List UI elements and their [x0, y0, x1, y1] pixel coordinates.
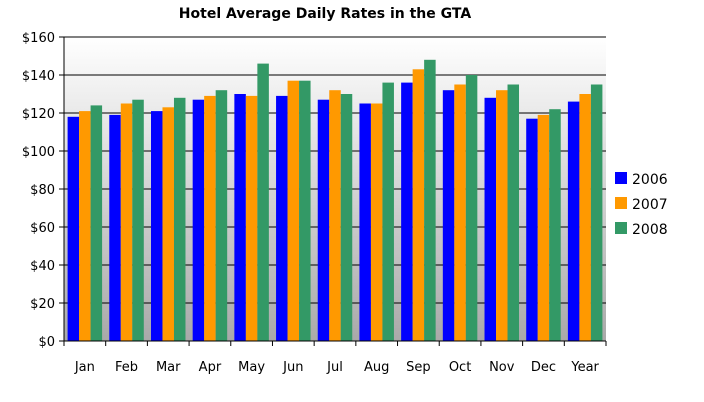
bar-2006-may	[234, 94, 246, 341]
x-tick-label: Jun	[282, 360, 303, 375]
bar-2008-oct	[465, 75, 478, 341]
y-tick-label: $60	[30, 221, 55, 236]
bar-2007-sep	[412, 69, 425, 342]
bar-2006-jun	[276, 95, 288, 342]
bar-2006-feb	[109, 114, 121, 342]
bar-2007-feb	[120, 103, 133, 341]
bar-2008-year	[590, 84, 603, 341]
bar-2008-apr	[215, 90, 228, 341]
bar-2006-oct	[442, 90, 455, 341]
legend-label-2007: 2007	[632, 197, 668, 213]
bar-2008-may	[257, 63, 269, 341]
x-tick-label: Jan	[74, 360, 95, 375]
bar-2006-aug	[359, 103, 371, 341]
y-tick-label: $100	[22, 145, 55, 160]
bar-2006-dec	[526, 118, 538, 341]
bar-2006-jan	[67, 116, 80, 341]
bar-2007-jun	[287, 80, 300, 341]
y-tick-label: $80	[30, 183, 55, 198]
bar-2006-year	[567, 101, 580, 341]
bar-2008-jan	[90, 105, 103, 342]
x-tick-label: Sep	[406, 360, 431, 375]
y-tick-label: $40	[30, 259, 55, 274]
chart-title: Hotel Average Daily Rates in the GTA	[178, 6, 472, 22]
bar-2006-sep	[401, 82, 413, 341]
x-tick-label: Aug	[364, 360, 389, 375]
bar-2007-nov	[496, 90, 508, 341]
bar-2008-feb	[132, 99, 144, 341]
x-tick-label: Mar	[156, 360, 181, 375]
y-tick-label: $140	[22, 69, 55, 84]
bar-2008-jun	[299, 80, 311, 341]
legend-label-2006: 2006	[632, 172, 668, 188]
bar-2006-mar	[150, 111, 163, 341]
y-tick-label: $20	[30, 297, 55, 312]
legend-swatch-2007	[615, 197, 627, 209]
bar-2008-aug	[382, 82, 394, 341]
bar-2008-nov	[507, 84, 520, 341]
bar-2008-sep	[424, 59, 436, 342]
bar-2007-year	[579, 94, 591, 341]
bar-2006-nov	[484, 97, 497, 341]
x-tick-label: Apr	[199, 360, 222, 375]
bar-2007-aug	[370, 103, 383, 341]
bar-2006-apr	[192, 99, 205, 341]
legend-swatch-2008	[615, 222, 627, 234]
legend-swatch-2006	[615, 172, 627, 184]
bar-2008-dec	[549, 109, 561, 341]
bar-2007-jul	[329, 90, 341, 341]
x-tick-label: Oct	[449, 360, 471, 375]
bar-2007-jan	[79, 111, 91, 341]
x-tick-label: Year	[570, 360, 599, 375]
y-tick-label: $160	[22, 31, 55, 46]
y-tick-label: $120	[22, 107, 55, 122]
x-tick-label: May	[238, 360, 265, 375]
bar-2007-mar	[162, 107, 174, 341]
bar-2007-dec	[537, 114, 550, 342]
y-tick-label: $0	[38, 335, 55, 350]
x-tick-label: Feb	[115, 360, 138, 375]
bar-2007-may	[245, 95, 258, 342]
x-tick-label: Jul	[326, 360, 343, 375]
bar-2008-jul	[340, 94, 353, 341]
x-tick-label: Nov	[489, 360, 515, 375]
bar-2006-jul	[317, 99, 330, 341]
legend-label-2008: 2008	[632, 222, 668, 238]
bar-2007-oct	[454, 84, 466, 341]
x-tick-label: Dec	[531, 360, 556, 375]
bar-2008-mar	[173, 97, 186, 341]
bar-2007-apr	[204, 95, 216, 342]
